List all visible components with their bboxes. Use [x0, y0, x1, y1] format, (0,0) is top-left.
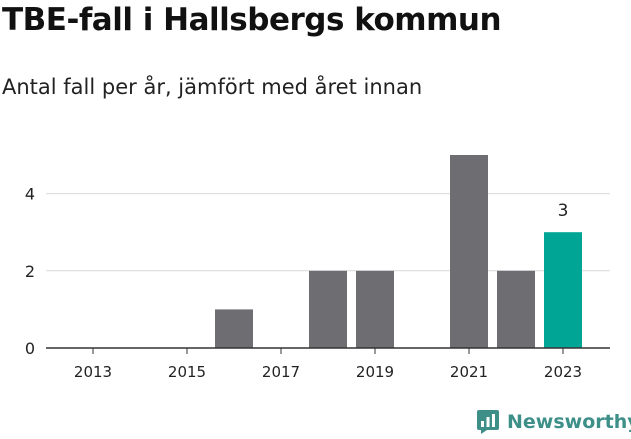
- data-label-2023: 3: [558, 201, 569, 221]
- y-tick-label-2: 2: [25, 262, 35, 281]
- x-tick-label-2021: 2021: [450, 363, 488, 381]
- brand-logo: Newsworthy: [476, 406, 631, 438]
- bars: 3: [215, 155, 582, 348]
- bar-2018: [309, 270, 347, 348]
- chart-subtitle: Antal fall per år, jämfört med året inna…: [2, 75, 423, 99]
- x-axis-ticks: 2013 2015 2017 2019 2021 2023: [74, 348, 582, 381]
- x-tick-label-2013: 2013: [74, 363, 112, 381]
- grid-lines: [46, 193, 610, 272]
- x-tick-label-2023: 2023: [544, 363, 582, 381]
- newsworthy-logo-icon: [477, 410, 499, 434]
- y-tick-label-0: 0: [25, 339, 35, 358]
- bar-2023: [544, 232, 582, 348]
- brand-name: Newsworthy: [507, 411, 631, 433]
- x-tick-label-2015: 2015: [168, 363, 206, 381]
- x-tick-label-2017: 2017: [262, 363, 300, 381]
- y-tick-label-4: 4: [25, 185, 35, 204]
- x-tick-label-2019: 2019: [356, 363, 394, 381]
- bar-2016: [215, 309, 253, 348]
- y-axis-ticks: 0 2 4: [25, 185, 35, 358]
- bar-2019: [356, 270, 394, 348]
- chart-title: TBE-fall i Hallsbergs kommun: [2, 2, 502, 38]
- bar-2022: [497, 270, 535, 348]
- bar-2021: [450, 155, 488, 348]
